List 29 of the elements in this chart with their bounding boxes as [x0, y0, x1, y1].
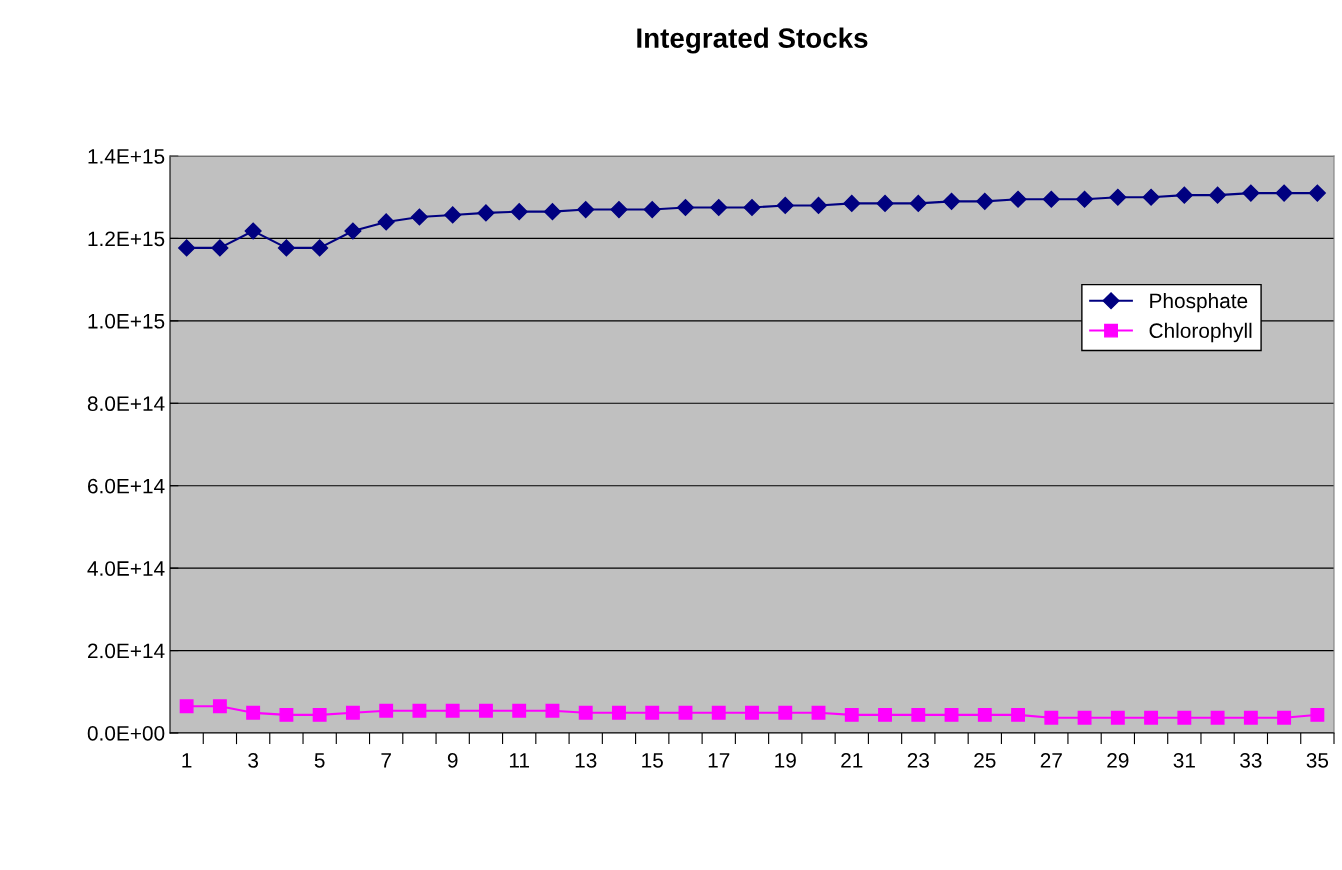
x-tick-label: 15	[642, 753, 663, 768]
x-tick-label: 7	[381, 753, 391, 768]
y-tick-label: 4.0E+14	[87, 561, 165, 576]
y-tick-label: 1.0E+15	[88, 313, 165, 329]
y-tick-label: 0.0E+00	[87, 726, 165, 741]
x-tick-label: 21	[841, 752, 863, 768]
y-tick-label: 2.0E+14	[87, 643, 165, 659]
x-tick-label: 11	[509, 753, 529, 768]
x-tick-label: 29	[1107, 752, 1129, 768]
x-tick-label: 19	[775, 752, 796, 768]
x-tick-label: 5	[314, 753, 325, 768]
x-tick-label: 31	[1173, 752, 1195, 768]
legend-label: Chlorophyll	[1149, 322, 1252, 343]
y-tick-label: 1.2E+15	[88, 231, 165, 247]
x-tick-label: 25	[974, 752, 996, 768]
x-tick-label: 27	[1040, 752, 1062, 768]
x-tick-label: 3	[248, 752, 259, 768]
x-tick-label: 33	[1240, 752, 1262, 768]
chart-title: Integrated Stocks	[637, 27, 868, 54]
x-tick-label: 17	[708, 753, 730, 768]
x-tick-label: 23	[907, 752, 929, 768]
x-tick-label: 13	[575, 752, 597, 768]
y-tick-label: 6.0E+14	[88, 478, 165, 494]
x-tick-label: 35	[1306, 752, 1329, 768]
legend-label: Phosphate	[1150, 292, 1248, 313]
x-tick-label: 1	[182, 753, 192, 768]
x-tick-label: 9	[447, 752, 458, 768]
y-tick-label: 1.4E+15	[88, 149, 165, 164]
y-tick-label: 8.0E+14	[87, 396, 165, 412]
